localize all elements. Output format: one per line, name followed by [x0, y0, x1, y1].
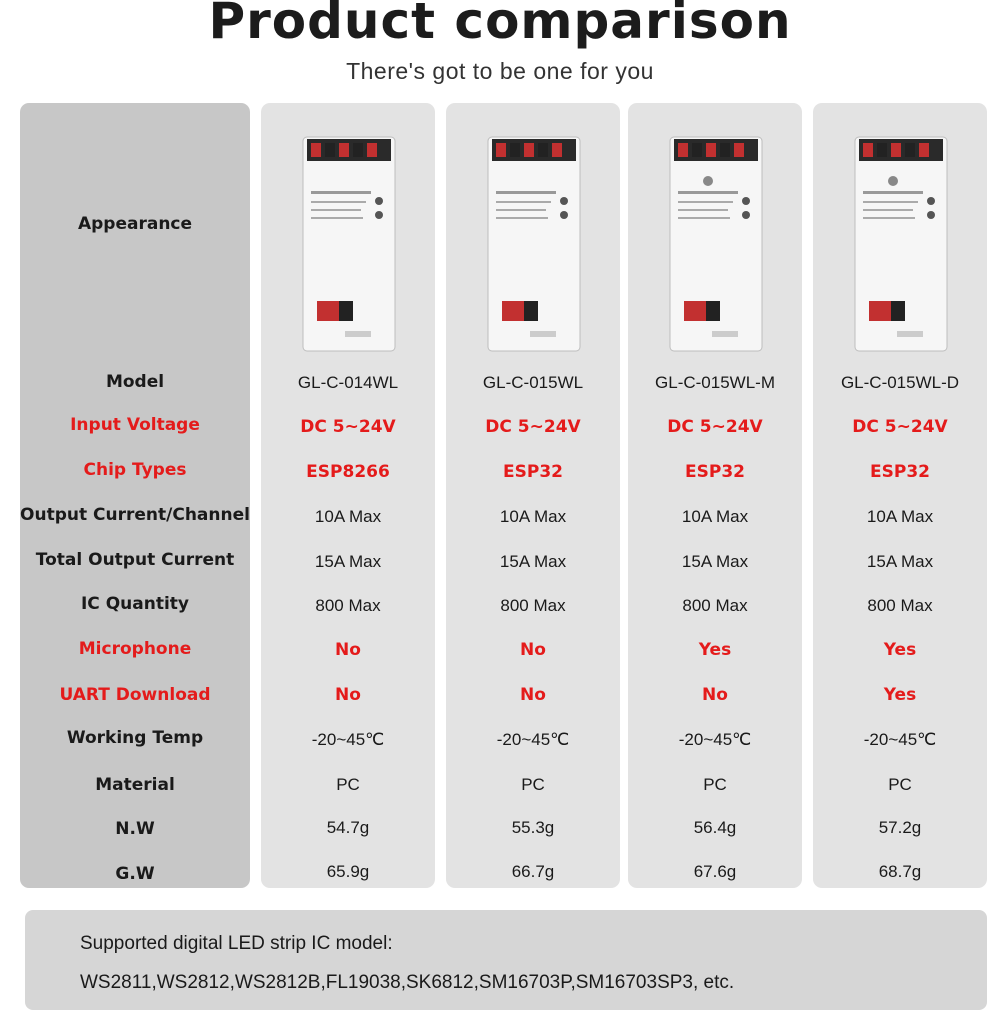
row-label-uart: UART Download: [59, 685, 211, 705]
product-column: GL-C-015WL-M DC 5~24V ESP32 10A Max 15A …: [628, 103, 802, 888]
product-column: GL-C-015WL DC 5~24V ESP32 10A Max 15A Ma…: [446, 103, 620, 888]
model-value: GL-C-015WL-D: [840, 373, 960, 392]
nw-value: 55.3g: [511, 818, 555, 837]
row-label-total-current: Total Output Current: [35, 550, 235, 570]
chip-type-value: ESP32: [503, 462, 563, 482]
row-label-model: Model: [105, 372, 165, 392]
material-value: PC: [336, 775, 360, 794]
output-current-value: 10A Max: [866, 507, 934, 526]
gw-value: 67.6g: [693, 862, 737, 881]
microphone-value: Yes: [883, 640, 917, 660]
input-voltage-value: DC 5~24V: [852, 417, 948, 437]
controller-device-image: [669, 136, 763, 352]
material-value: PC: [888, 775, 912, 794]
model-value: GL-C-015WL: [482, 373, 584, 392]
input-voltage-value: DC 5~24V: [485, 417, 581, 437]
ic-quantity-value: 800 Max: [682, 596, 748, 615]
supported-ic-panel: Supported digital LED strip IC model: WS…: [25, 910, 987, 1010]
row-label-output-current: Output Current/Channel: [20, 505, 250, 525]
controller-device-image: [487, 136, 581, 352]
product-column: GL-C-015WL-D DC 5~24V ESP32 10A Max 15A …: [813, 103, 987, 888]
nw-value: 54.7g: [326, 818, 370, 837]
row-label-chip-types: Chip Types: [83, 460, 187, 480]
uart-value: No: [335, 685, 361, 705]
gw-value: 66.7g: [511, 862, 555, 881]
supported-ic-list: WS2811,WS2812,WS2812B,FL19038,SK6812,SM1…: [80, 972, 735, 993]
microphone-value: No: [335, 640, 361, 660]
total-current-value: 15A Max: [866, 552, 934, 571]
gw-value: 65.9g: [326, 862, 370, 881]
controller-device-image: [854, 136, 948, 352]
chip-type-value: ESP8266: [306, 462, 390, 482]
controller-device-image: [302, 136, 396, 352]
uart-value: No: [702, 685, 728, 705]
row-label-gw: G.W: [115, 864, 155, 884]
output-current-value: 10A Max: [499, 507, 567, 526]
page-title: Product comparison: [208, 0, 792, 50]
row-label-material: Material: [95, 775, 175, 795]
material-value: PC: [703, 775, 727, 794]
uart-value: No: [520, 685, 546, 705]
model-value: GL-C-015WL-M: [655, 373, 775, 392]
total-current-value: 15A Max: [681, 552, 749, 571]
product-column: GL-C-014WL DC 5~24V ESP8266 10A Max 15A …: [261, 103, 435, 888]
input-voltage-value: DC 5~24V: [300, 417, 396, 437]
row-labels-column: Appearance Model Input Voltage Chip Type…: [20, 103, 250, 888]
model-value: GL-C-014WL: [297, 373, 399, 392]
uart-value: Yes: [883, 685, 917, 705]
total-current-value: 15A Max: [499, 552, 567, 571]
ic-quantity-value: 800 Max: [315, 596, 381, 615]
output-current-value: 10A Max: [314, 507, 382, 526]
page-subtitle: There's got to be one for you: [346, 58, 654, 84]
working-temp-value: -20~45℃: [311, 730, 385, 749]
ic-quantity-value: 800 Max: [867, 596, 933, 615]
microphone-value: No: [520, 640, 546, 660]
row-label-working-temp: Working Temp: [66, 728, 204, 748]
row-label-microphone: Microphone: [78, 639, 192, 659]
working-temp-value: -20~45℃: [678, 730, 752, 749]
chip-type-value: ESP32: [685, 462, 745, 482]
row-label-input-voltage: Input Voltage: [70, 415, 200, 435]
working-temp-value: -20~45℃: [496, 730, 570, 749]
chip-type-value: ESP32: [870, 462, 930, 482]
ic-quantity-value: 800 Max: [500, 596, 566, 615]
total-current-value: 15A Max: [314, 552, 382, 571]
supported-ic-heading: Supported digital LED strip IC model:: [80, 933, 393, 954]
row-label-appearance: Appearance: [77, 214, 193, 234]
row-label-ic-quantity: IC Quantity: [80, 594, 189, 614]
row-label-nw: N.W: [115, 819, 155, 839]
microphone-value: Yes: [698, 640, 732, 660]
nw-value: 57.2g: [878, 818, 922, 837]
material-value: PC: [521, 775, 545, 794]
nw-value: 56.4g: [693, 818, 737, 837]
gw-value: 68.7g: [878, 862, 922, 881]
output-current-value: 10A Max: [681, 507, 749, 526]
input-voltage-value: DC 5~24V: [667, 417, 763, 437]
working-temp-value: -20~45℃: [863, 730, 937, 749]
